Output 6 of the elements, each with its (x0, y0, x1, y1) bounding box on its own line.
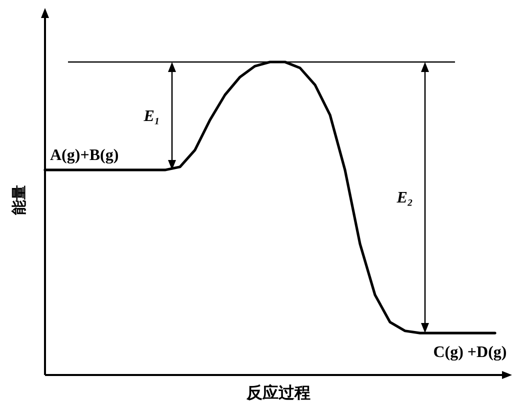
annotation: C(g) +D(g) (433, 344, 507, 362)
x-axis-title: 反应过程 (246, 383, 310, 402)
y-axis-title: 能量 (11, 185, 28, 215)
annotation: E₂ (396, 190, 413, 207)
annotation: E₁ (142, 108, 160, 125)
annotation: A(g)+B(g) (50, 146, 119, 164)
